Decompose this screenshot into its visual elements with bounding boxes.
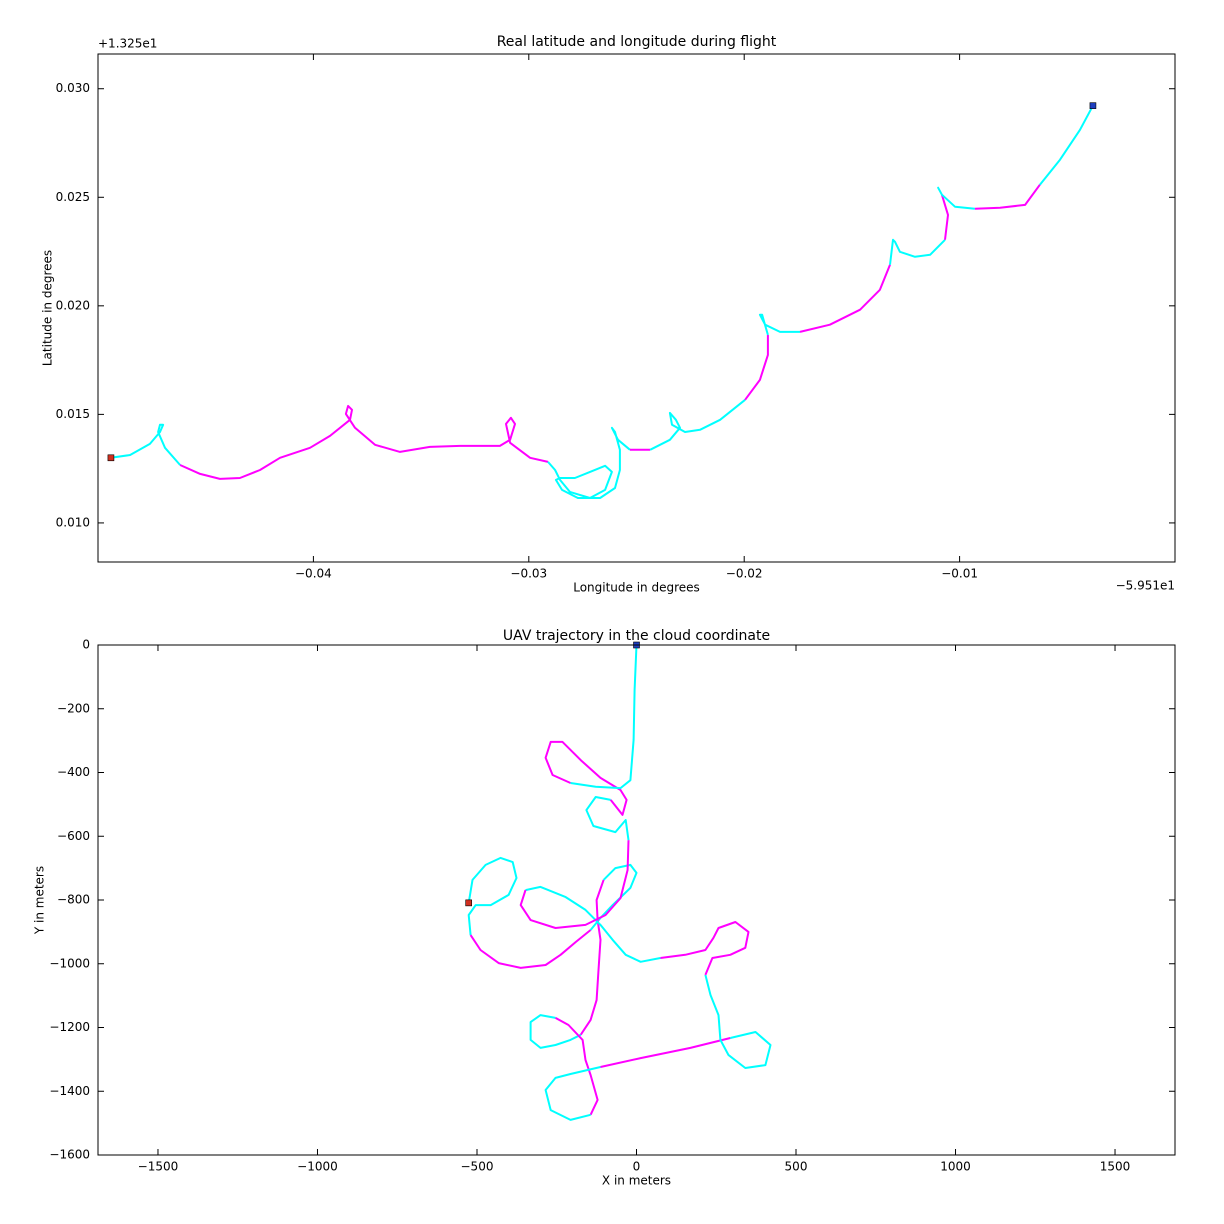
trajectory-segment xyxy=(469,929,592,969)
trajectory-segment xyxy=(758,313,800,336)
trajectory-segment xyxy=(889,238,946,265)
trajectory-segment xyxy=(110,423,181,466)
trajectory-segment xyxy=(579,879,605,1036)
trajectory-segment xyxy=(570,644,638,790)
start-marker xyxy=(107,454,115,462)
trajectory-segment xyxy=(600,1037,731,1068)
x-tick-label: 0 xyxy=(633,1160,641,1174)
plot-frame xyxy=(97,53,1176,563)
trajectory-segment xyxy=(544,740,628,816)
y-tick-label: 0 xyxy=(82,638,90,652)
y-tick-label: −1200 xyxy=(49,1020,90,1034)
trajectory-segment xyxy=(649,399,746,451)
x-tick-label: 1500 xyxy=(1100,1160,1131,1174)
x-axis-label: Longitude in degrees xyxy=(573,581,700,595)
trajectory-segment xyxy=(529,1014,582,1049)
x-tick-label: 500 xyxy=(785,1160,808,1174)
y-tick-label: −200 xyxy=(57,701,90,715)
x-tick-label: −0.04 xyxy=(295,567,332,581)
y-tick-label: 0.030 xyxy=(56,81,90,95)
y-tick-label: 0.025 xyxy=(56,190,90,204)
trajectory-segment xyxy=(585,796,630,841)
y-tick-label: −600 xyxy=(57,829,90,843)
x-tick-label: −0.01 xyxy=(941,567,978,581)
trajectory-segment xyxy=(744,334,769,401)
x-tick-label: −0.03 xyxy=(510,567,547,581)
x-tick-label: −500 xyxy=(461,1160,494,1174)
trajectory-segment xyxy=(525,885,661,963)
plot-area xyxy=(98,645,1175,1155)
y-offset-label: +1.325e1 xyxy=(98,37,157,51)
trajectory-segment xyxy=(519,840,630,929)
y-tick-label: −800 xyxy=(57,893,90,907)
plot-frame xyxy=(97,644,1176,1156)
y-axis-label: Latitude in degrees xyxy=(41,250,55,366)
x-axis-label: X in meters xyxy=(602,1174,671,1188)
trajectory-segment xyxy=(660,921,750,976)
x-offset-label: −5.951e1 xyxy=(1116,579,1175,593)
trajectory-segment xyxy=(799,264,891,333)
end-marker xyxy=(1089,102,1097,109)
y-tick-label: −1000 xyxy=(49,956,90,970)
trajectory-segment xyxy=(704,974,772,1069)
trajectory-segment xyxy=(467,856,518,936)
trajectory-segment xyxy=(544,1066,601,1121)
trajectory-segment xyxy=(179,404,549,480)
trajectory-segment xyxy=(1039,105,1094,186)
y-tick-label: 0.020 xyxy=(56,298,90,312)
y-tick-label: −1600 xyxy=(49,1148,90,1162)
x-tick-label: 1000 xyxy=(940,1160,971,1174)
x-tick-label: −1000 xyxy=(297,1160,338,1174)
trajectory-segment xyxy=(547,426,631,499)
y-tick-label: 0.015 xyxy=(56,407,90,421)
y-tick-label: 0.010 xyxy=(56,515,90,529)
chart-title: Real latitude and longitude during fligh… xyxy=(497,34,777,50)
trajectory-segment xyxy=(974,184,1041,210)
x-tick-label: −0.02 xyxy=(726,567,763,581)
y-axis-label: Y in meters xyxy=(33,866,47,935)
trajectory-segment xyxy=(555,1017,599,1116)
y-tick-label: −400 xyxy=(57,765,90,779)
start-marker xyxy=(465,899,472,907)
chart-title: UAV trajectory in the cloud coordinate xyxy=(503,628,770,644)
x-tick-label: −1500 xyxy=(138,1160,179,1174)
trajectory-segment xyxy=(940,194,949,240)
trajectory-segment xyxy=(937,186,976,210)
plot-area xyxy=(98,54,1175,562)
y-tick-label: −1400 xyxy=(49,1084,90,1098)
